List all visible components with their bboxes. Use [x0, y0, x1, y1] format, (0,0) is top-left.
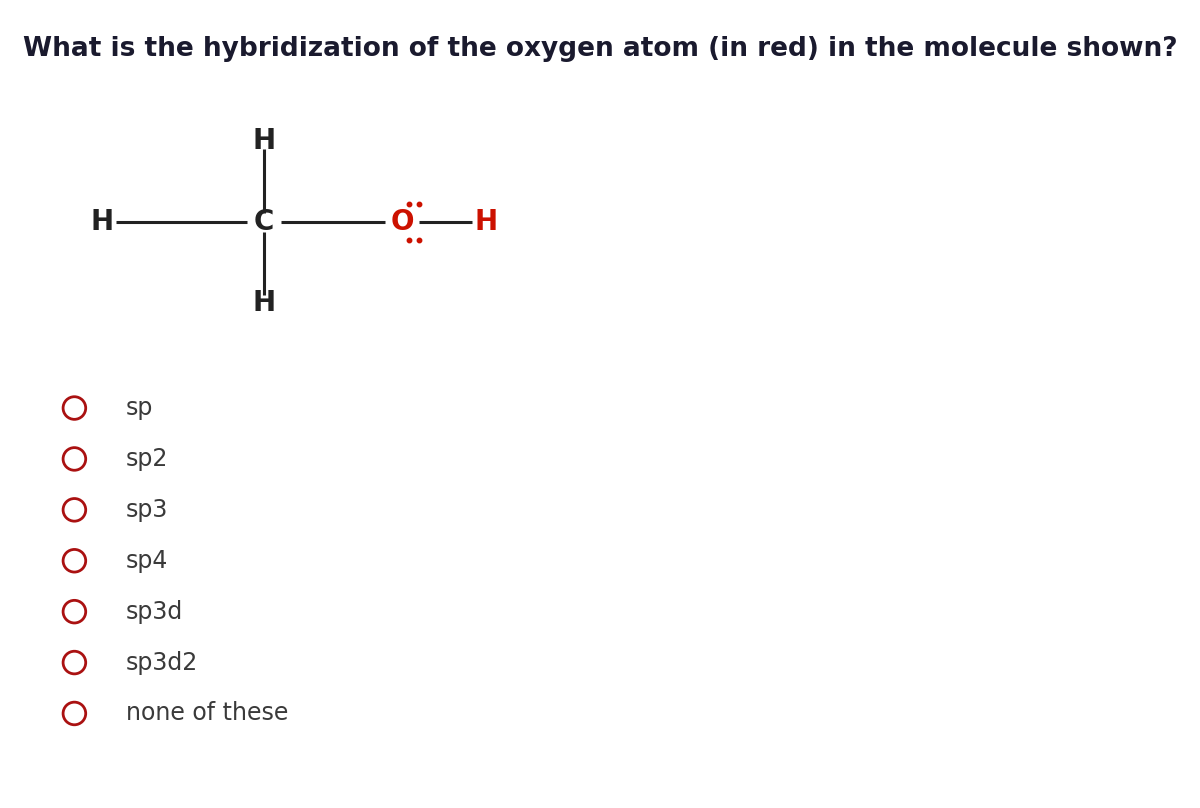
Text: sp3: sp3 [126, 498, 168, 522]
Text: sp3d: sp3d [126, 600, 184, 624]
Text: H: H [252, 128, 276, 155]
Text: sp: sp [126, 396, 154, 420]
Text: sp2: sp2 [126, 447, 168, 471]
Text: C: C [254, 208, 274, 236]
Text: H: H [474, 208, 498, 236]
Text: What is the hybridization of the oxygen atom (in red) in the molecule shown?: What is the hybridization of the oxygen … [23, 36, 1177, 62]
Text: H: H [252, 289, 276, 317]
Text: none of these: none of these [126, 701, 288, 726]
Text: sp3d2: sp3d2 [126, 650, 198, 675]
Text: H: H [90, 208, 114, 236]
Text: O: O [390, 208, 414, 236]
Text: sp4: sp4 [126, 549, 168, 573]
